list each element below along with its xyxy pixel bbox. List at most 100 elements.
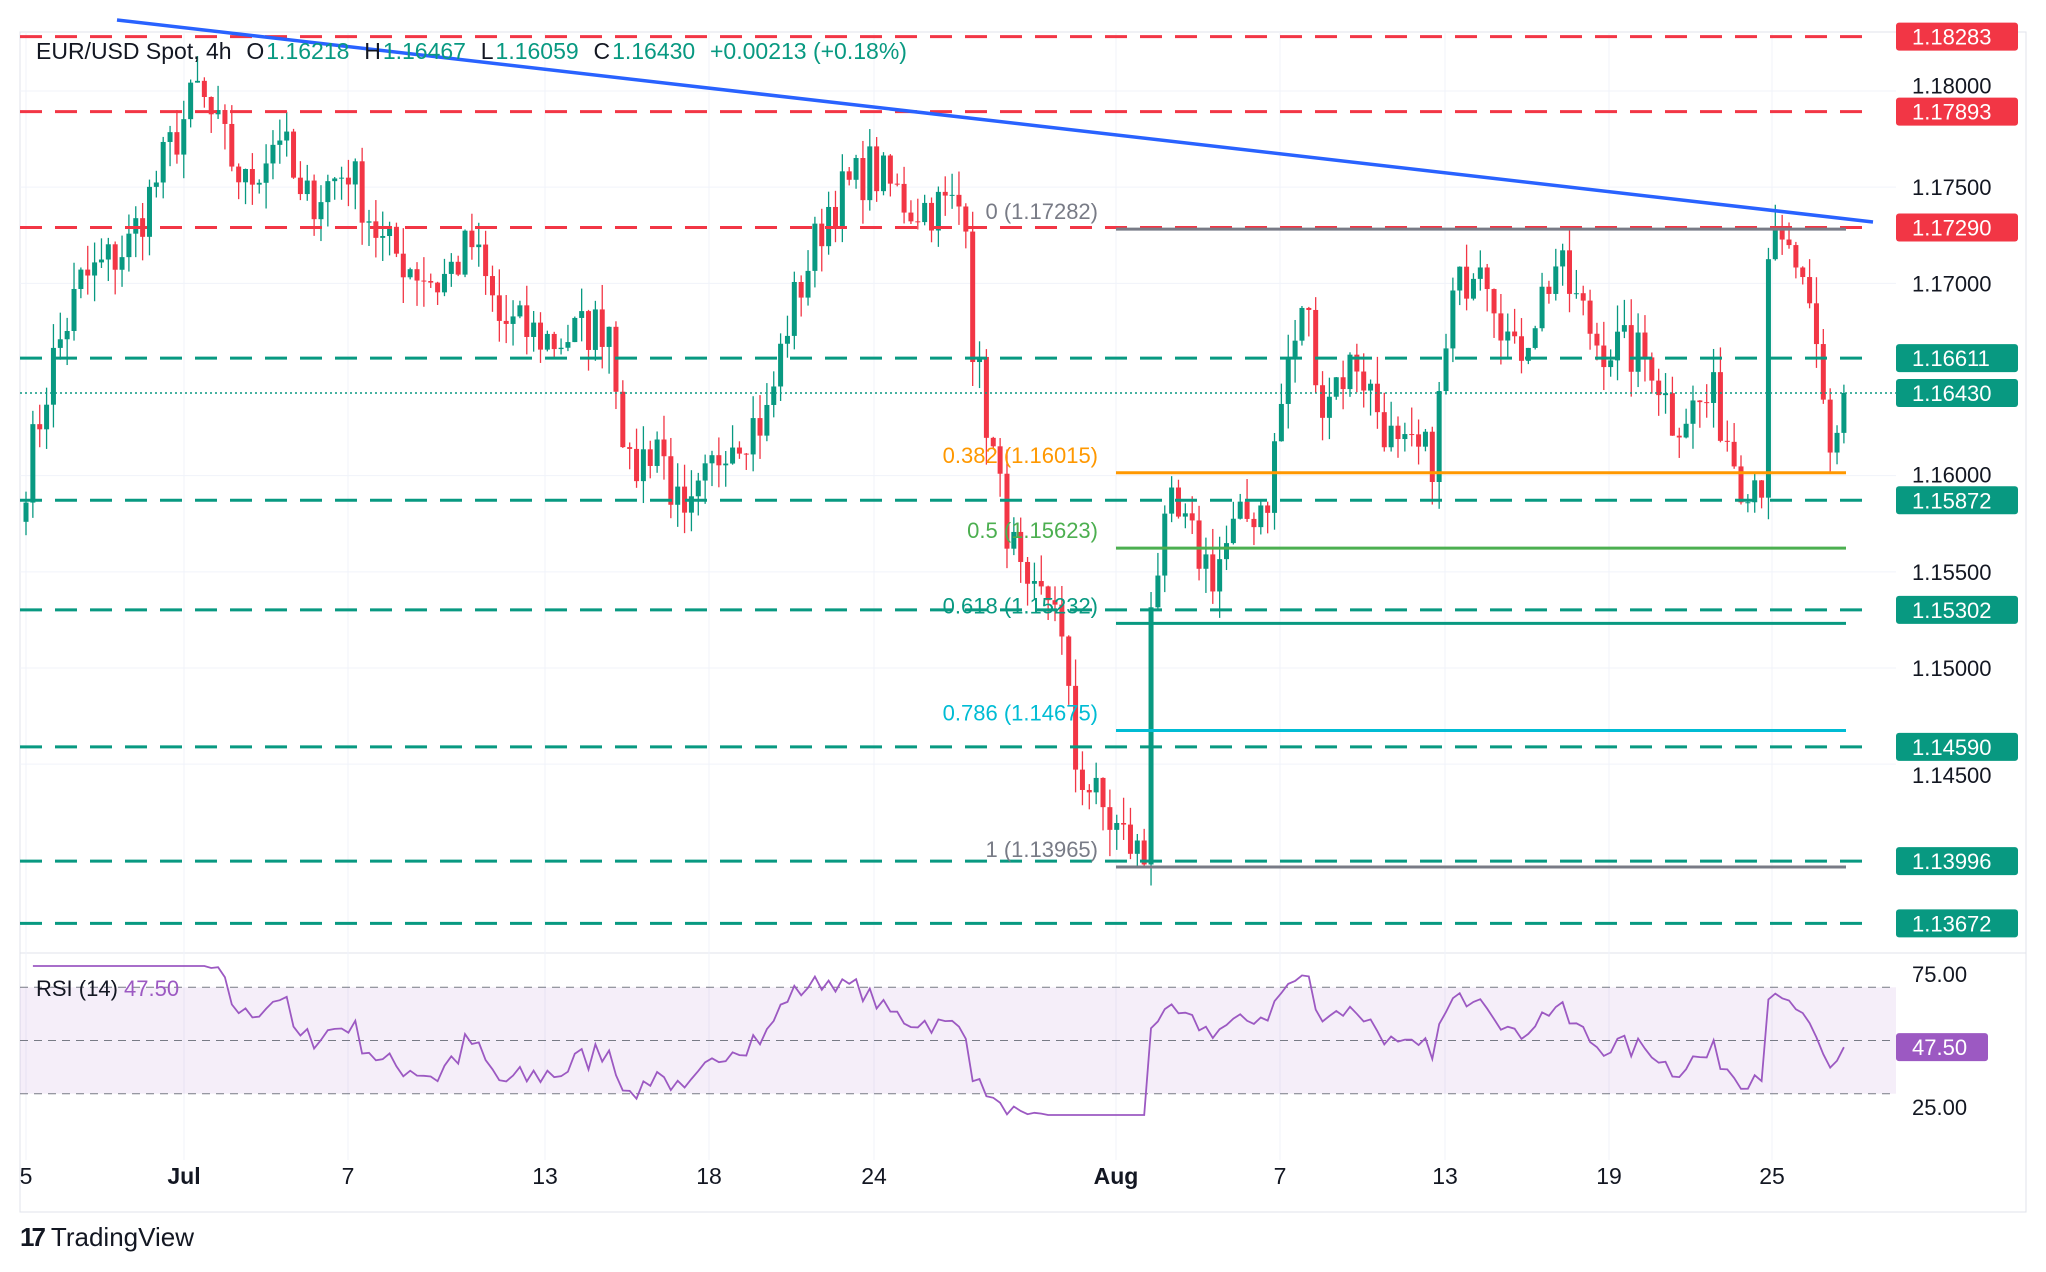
- price-label-text: 1.15872: [1912, 488, 1992, 513]
- price-label-text: 1.18283: [1912, 25, 1992, 50]
- symbol-name[interactable]: EUR/USD Spot, 4h: [36, 38, 232, 64]
- candle-body: [1175, 487, 1181, 517]
- candle-body: [1676, 435, 1682, 438]
- candle-body: [489, 276, 495, 296]
- candle-body: [1793, 245, 1799, 268]
- candle-body: [297, 177, 303, 195]
- candle-body: [1272, 441, 1278, 513]
- candle-body: [1800, 267, 1806, 278]
- candle-body: [640, 449, 646, 482]
- candle-body: [1031, 581, 1037, 584]
- candle-body: [1841, 392, 1847, 433]
- candle-body: [1381, 412, 1387, 448]
- candle-body: [1608, 360, 1614, 368]
- price-tick-label: 1.18000: [1912, 74, 1992, 99]
- candle-body: [1203, 554, 1209, 569]
- candle-body: [1615, 331, 1621, 361]
- candle-body: [675, 486, 681, 505]
- price-tick-label: 1.15000: [1912, 656, 1992, 681]
- candle-body: [1491, 289, 1497, 314]
- price-label-badge: [1896, 847, 2018, 876]
- price-label-text: 1.16611: [1912, 346, 1990, 371]
- candle-body: [846, 171, 852, 180]
- candle-body: [510, 316, 516, 324]
- candle-body: [1457, 266, 1463, 291]
- candle-body: [270, 144, 276, 164]
- candle-body: [551, 333, 557, 350]
- candle-body: [119, 257, 125, 270]
- candle-body: [1505, 331, 1511, 341]
- candle-body: [243, 169, 249, 183]
- price-label-text: 1.16430: [1912, 381, 1992, 406]
- candle-body: [1155, 575, 1161, 608]
- candle-body: [1697, 400, 1703, 403]
- candle-body: [1601, 345, 1607, 368]
- candle-body: [867, 146, 873, 201]
- candle-body: [160, 141, 166, 183]
- candle-body: [901, 183, 907, 213]
- candle-body: [503, 320, 509, 324]
- candle-body: [1416, 434, 1422, 447]
- high-label: H: [364, 38, 381, 64]
- candle-body: [1038, 581, 1044, 587]
- candle-body: [1196, 520, 1202, 569]
- date-tick-label: 7: [342, 1163, 355, 1189]
- candle-body: [1429, 431, 1435, 482]
- candle-body: [654, 439, 660, 466]
- candle-body: [730, 447, 736, 464]
- candle-body: [1374, 383, 1380, 413]
- candle-body: [304, 180, 310, 195]
- candle-body: [695, 480, 701, 497]
- candle-body: [23, 502, 29, 522]
- close-value: 1.16430: [612, 38, 696, 64]
- candle-body: [963, 206, 969, 232]
- tradingview-logo[interactable]: 17 TradingView: [20, 1222, 194, 1253]
- date-tick-label: 18: [696, 1163, 722, 1189]
- candle-body: [1134, 840, 1140, 854]
- candle-body: [174, 132, 180, 155]
- candle-body: [64, 330, 70, 340]
- candle-body: [1340, 377, 1346, 390]
- candle-body: [462, 230, 468, 275]
- candle-body: [359, 161, 365, 223]
- fib-level-label: 0 (1.17282): [985, 199, 1098, 224]
- price-tick-label: 1.17000: [1912, 271, 1992, 296]
- candle-body: [661, 439, 667, 457]
- candle-body: [1354, 354, 1360, 372]
- candle-body: [832, 206, 838, 227]
- candle-body: [30, 424, 36, 503]
- date-tick-label: 13: [1432, 1163, 1458, 1189]
- candle-body: [1772, 226, 1778, 260]
- close-label: C: [593, 38, 611, 64]
- candle-body: [1813, 303, 1819, 345]
- candle-body: [332, 178, 338, 182]
- candle-body: [531, 322, 537, 337]
- candle-body: [133, 218, 139, 234]
- candle-body: [105, 244, 111, 260]
- candle-body: [1649, 357, 1655, 381]
- candle-body: [126, 233, 132, 258]
- candle-body: [1073, 685, 1079, 770]
- candle-body: [407, 269, 413, 278]
- candle-body: [1512, 331, 1518, 337]
- candle-body: [805, 270, 811, 298]
- candle-body: [634, 448, 640, 482]
- candle-body: [441, 273, 447, 293]
- candle-body: [1532, 328, 1538, 348]
- price-label-badge: [1896, 486, 2018, 515]
- candle-body: [620, 391, 626, 448]
- candle-body: [339, 177, 345, 179]
- candle-body: [702, 463, 708, 481]
- candle-body: [400, 253, 406, 278]
- candle-body: [778, 343, 784, 387]
- candle-body: [1258, 505, 1264, 528]
- candle-body: [1656, 380, 1662, 396]
- candle-body: [229, 123, 235, 167]
- candle-body: [1745, 502, 1751, 504]
- candle-body: [1752, 480, 1758, 503]
- candle-body: [908, 212, 914, 222]
- price-label-text: 1.14590: [1912, 735, 1992, 760]
- candle-body: [85, 269, 91, 276]
- candle-body: [181, 119, 187, 155]
